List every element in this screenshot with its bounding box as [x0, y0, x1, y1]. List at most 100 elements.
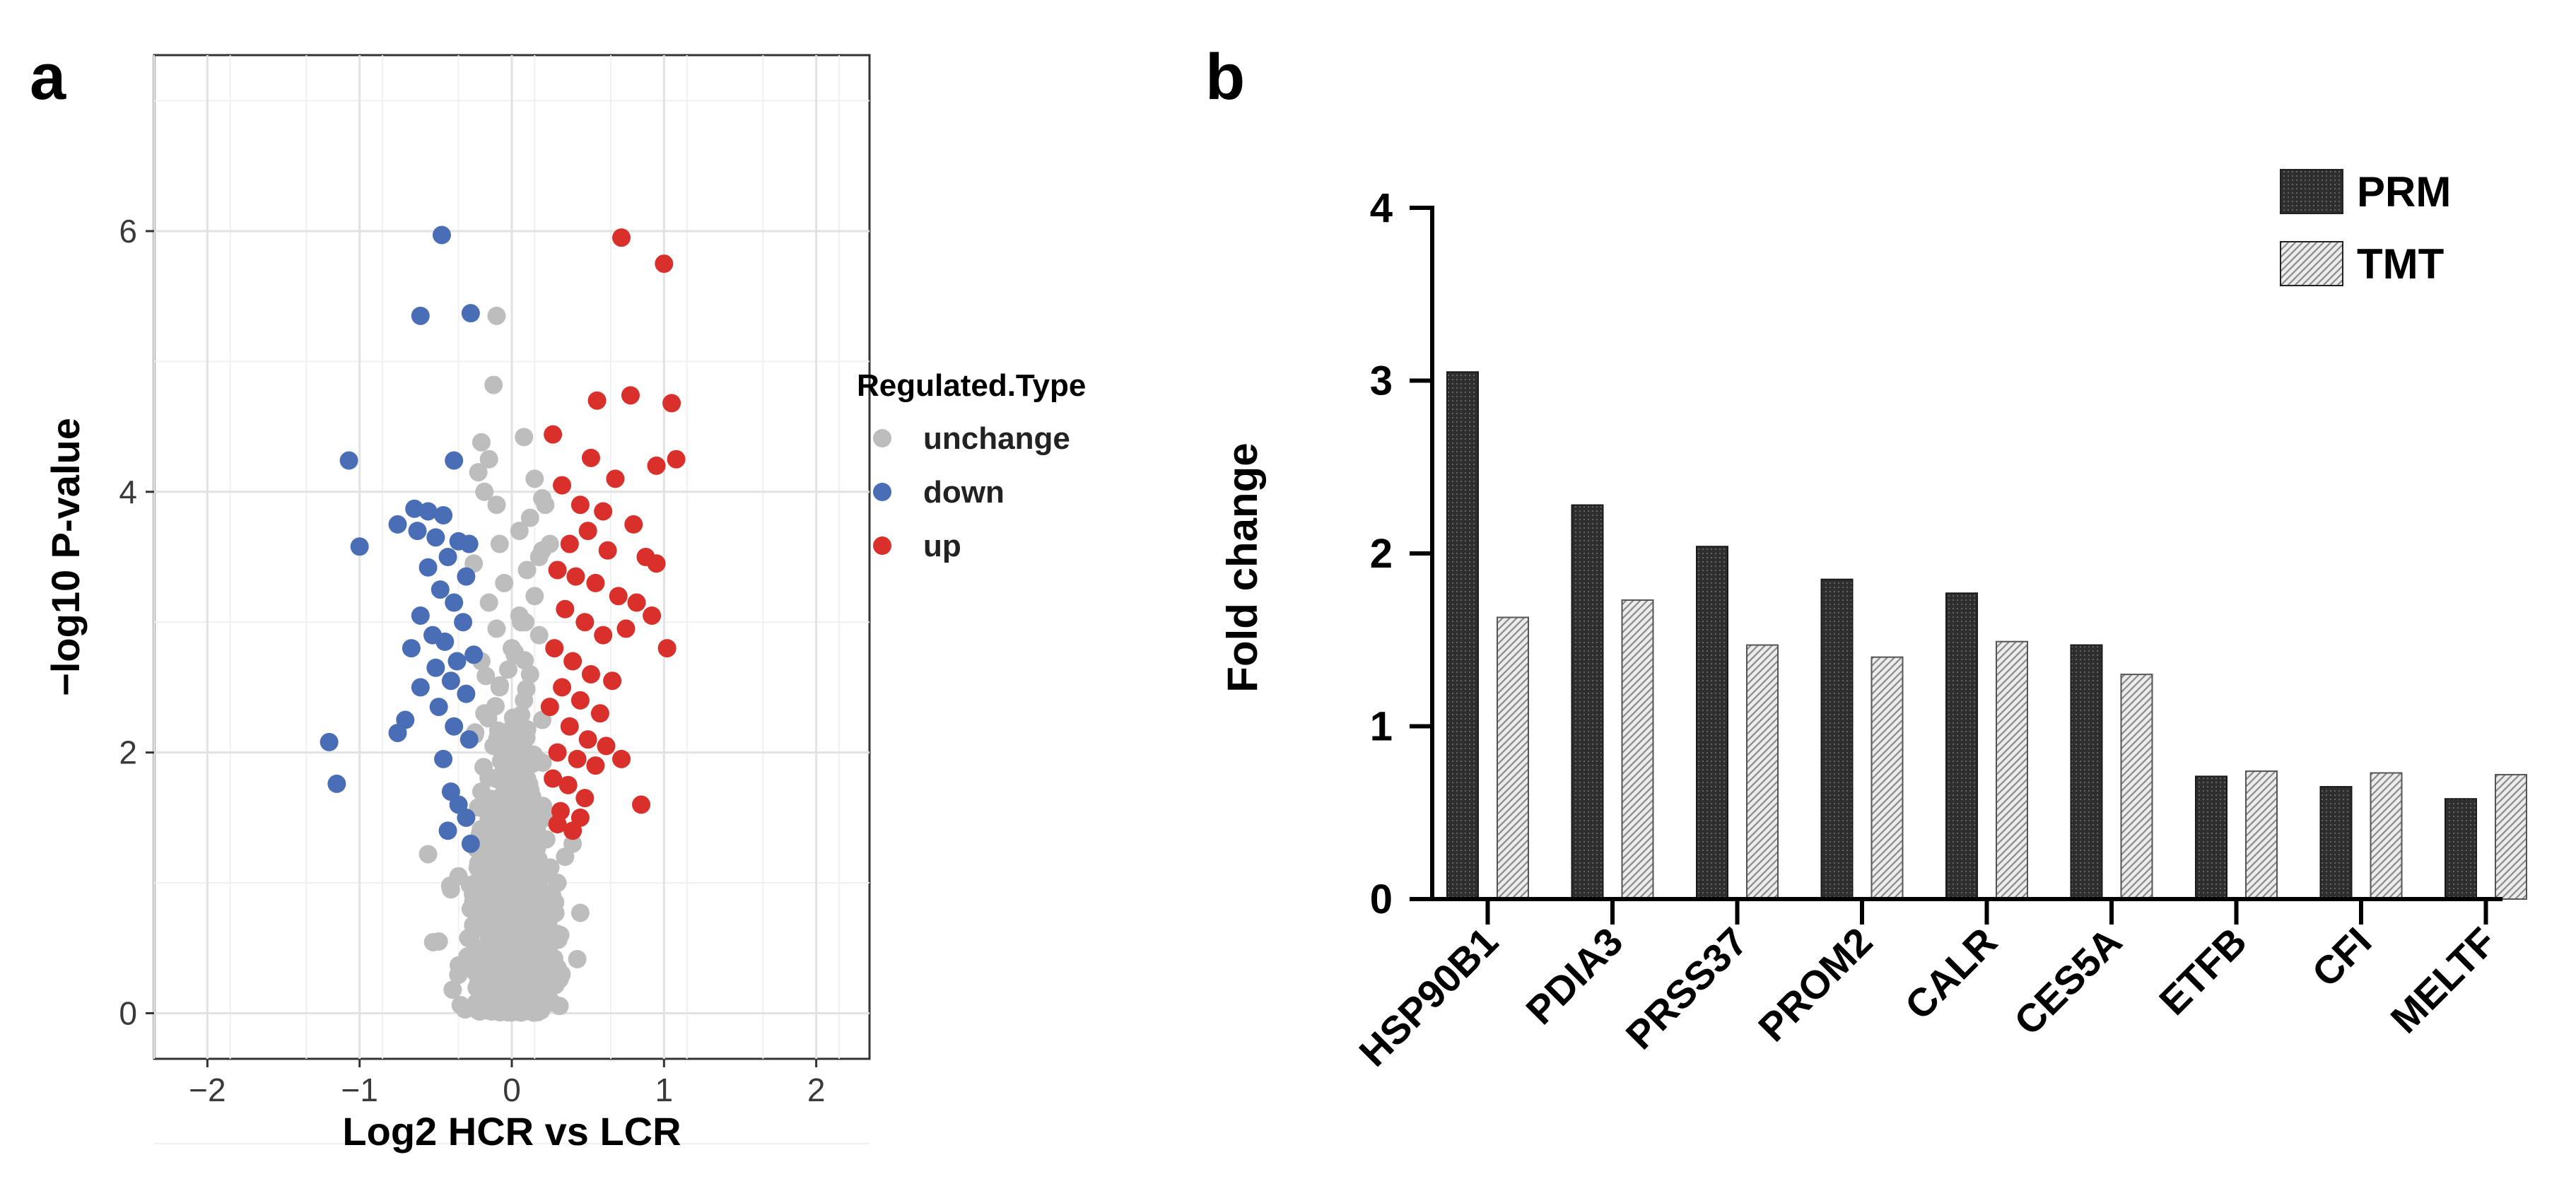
y-axis-title: Fold change [1219, 442, 1266, 692]
point-up [544, 769, 563, 788]
legend-title: Regulated.Type [857, 368, 1086, 403]
legend-swatch-down [873, 483, 891, 501]
point-unchange [505, 843, 524, 862]
point-down [426, 658, 445, 677]
point-down [457, 567, 476, 586]
bar-tmt-PROM2 [1870, 656, 1904, 900]
point-down [429, 698, 448, 717]
point-unchange [475, 482, 494, 501]
point-unchange [525, 587, 544, 606]
point-up [609, 587, 628, 606]
x-axis-ticks: −2 −1 0 1 2 [189, 1059, 825, 1108]
volcano-plot: −2 −1 0 1 2 0 2 4 6 Log2 HCR vs LCR −log10 P-va… [43, 54, 1086, 1154]
y-tick-label: 2 [119, 734, 137, 771]
point-unchange [563, 834, 582, 853]
point-up [578, 522, 597, 541]
point-unchange [517, 893, 537, 912]
legend: Regulated.Type unchange down up [857, 368, 1086, 563]
x-axis-title: Log2 HCR vs LCR [342, 1109, 681, 1154]
bar-prm-PROM2 [1820, 578, 1854, 900]
point-up [570, 691, 590, 710]
bar-prm-CFI [2319, 786, 2353, 900]
y-axis-ticks: 0 1 2 3 4 [1370, 185, 1432, 922]
point-unchange [498, 660, 517, 679]
point-unchange [479, 815, 498, 834]
point-unchange [529, 867, 549, 886]
category-label-PRSS37: PRSS37 [1617, 919, 1756, 1057]
point-unchange [487, 886, 506, 905]
point-down [445, 451, 464, 470]
point-down [445, 593, 464, 612]
point-up [621, 386, 640, 405]
data-points [320, 225, 686, 1022]
legend-label-down: down [923, 475, 1005, 510]
point-up [548, 815, 567, 834]
x-tick-label: 0 [503, 1072, 521, 1108]
category-label-CES5A: CES5A [2006, 919, 2131, 1044]
bar-tmt-PRSS37 [1746, 644, 1779, 900]
point-up [544, 425, 563, 444]
point-up [568, 749, 587, 768]
point-unchange [490, 840, 509, 859]
point-up [667, 450, 686, 469]
point-unchange [479, 593, 498, 612]
x-tick-label: −2 [189, 1072, 226, 1108]
point-down [438, 548, 457, 566]
point-unchange [484, 375, 503, 394]
point-unchange [490, 534, 509, 553]
point-unchange [532, 898, 551, 917]
legend-swatch-TMT [2280, 241, 2343, 286]
x-tick-label: 1 [655, 1072, 674, 1108]
point-up [624, 515, 643, 534]
point-down [438, 821, 457, 840]
point-down [327, 774, 346, 793]
y-tick-label: 4 [119, 474, 137, 510]
point-down [435, 632, 455, 651]
point-unchange [525, 749, 544, 768]
y-tick-label: 1 [1370, 704, 1393, 750]
point-unchange [536, 495, 555, 515]
point-unchange [548, 874, 567, 893]
point-unchange [487, 495, 506, 515]
category-label-MELTF: MELTF [2382, 919, 2505, 1042]
point-unchange [533, 984, 552, 1003]
point-down [464, 645, 484, 664]
point-up [548, 561, 567, 580]
point-up [598, 541, 617, 560]
category-label-CFI: CFI [2303, 919, 2379, 995]
bar-tmt-ETFB [2245, 770, 2278, 900]
point-down [432, 225, 451, 245]
point-unchange [544, 925, 563, 944]
point-unchange [503, 795, 521, 814]
point-up [606, 469, 625, 488]
point-unchange [503, 639, 521, 658]
panel-a-label: a [30, 41, 66, 113]
point-down [434, 749, 453, 768]
bar-tmt-CFI [2370, 772, 2403, 900]
point-unchange [490, 958, 509, 977]
point-up [560, 534, 579, 553]
point-unchange [490, 678, 509, 697]
point-up [575, 789, 595, 808]
point-down [350, 537, 369, 556]
point-unchange [457, 951, 476, 970]
bar-tmt-MELTF [2495, 773, 2527, 900]
point-unchange [469, 463, 488, 482]
point-down [457, 684, 476, 703]
point-up [616, 619, 636, 638]
bar-prm-PDIA3 [1571, 504, 1604, 900]
bar-tmt-PDIA3 [1621, 599, 1654, 900]
legend: PRM TMT [2280, 168, 2451, 288]
point-unchange [469, 854, 488, 873]
point-down [434, 505, 453, 524]
point-unchange [443, 980, 462, 999]
point-up [603, 671, 622, 691]
legend-swatch-unchange [873, 429, 891, 447]
point-down [457, 808, 476, 827]
legend-label-TMT: TMT [2357, 240, 2444, 288]
point-down [461, 304, 480, 323]
point-unchange [472, 971, 491, 990]
